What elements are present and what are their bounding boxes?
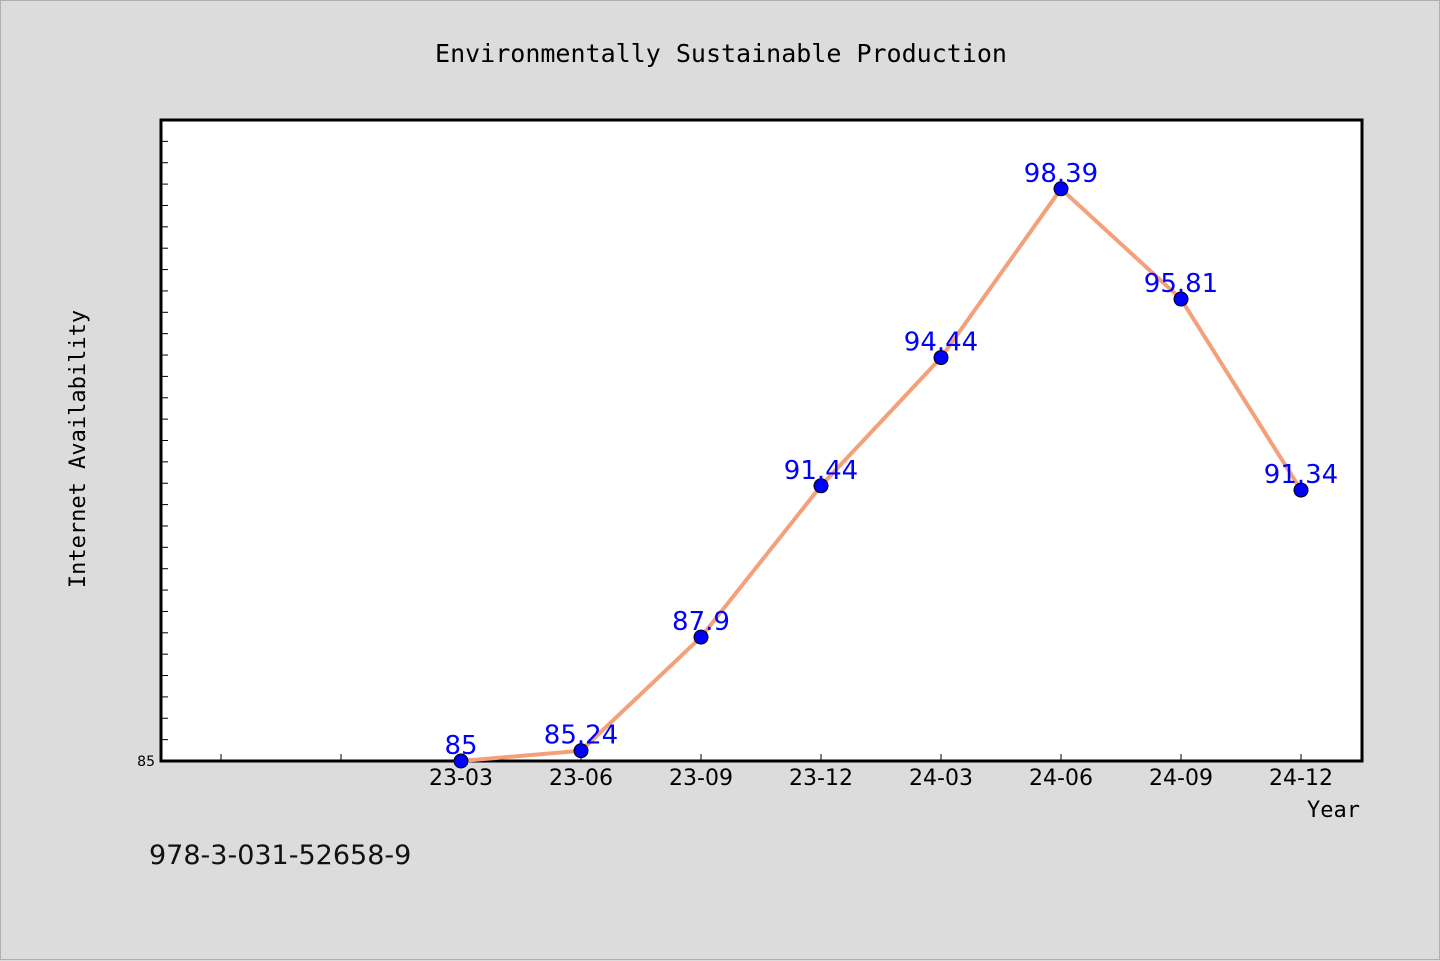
data-point — [573, 743, 589, 759]
data-point — [693, 629, 709, 645]
data-label: 98.39 — [1024, 159, 1098, 189]
x-tick-label: 23-06 — [549, 766, 613, 791]
x-tick-label: 23-12 — [789, 766, 853, 791]
x-tick-label: 24-09 — [1149, 766, 1213, 791]
data-point — [813, 478, 829, 494]
data-point — [1293, 482, 1309, 498]
data-label-group: 85 85.24 87.9 91.44 94.44 98.39 95.81 91.34 — [444, 159, 1338, 761]
data-label: 95.81 — [1144, 269, 1218, 299]
data-point — [1173, 291, 1189, 307]
data-label: 85 — [444, 731, 477, 761]
series-line — [460, 186, 1303, 763]
data-label: 91.44 — [784, 456, 858, 486]
marker-group — [453, 181, 1309, 769]
data-label: 85.24 — [544, 721, 618, 751]
data-point — [933, 350, 949, 366]
x-tick-label: 24-03 — [909, 766, 973, 791]
y-axis-title: Internet Availability — [66, 310, 91, 588]
y-tick-label: 85 — [137, 754, 155, 770]
chart-title: Environmentally Sustainable Production — [435, 39, 1007, 68]
x-axis-title: Year — [1307, 798, 1360, 823]
x-axis-ticks: 23-03 23-06 23-09 23-12 24-03 24-06 24-09 24-12 — [220, 754, 1333, 791]
x-tick-label: 23-03 — [429, 766, 493, 791]
x-tick-label: 24-06 — [1029, 766, 1093, 791]
data-label: 94.44 — [904, 328, 978, 358]
data-point — [453, 753, 469, 769]
x-tick-label: 24-12 — [1269, 766, 1333, 791]
data-point — [1053, 181, 1069, 197]
plot-area — [159, 118, 1364, 763]
data-label: 91.34 — [1264, 460, 1338, 490]
data-label: 87.9 — [672, 607, 730, 637]
x-tick-label: 23-09 — [669, 766, 733, 791]
series-line-group — [460, 186, 1303, 763]
y-axis-ticks: 85 — [137, 140, 168, 770]
footer-isbn: 978-3-031-52658-9 — [149, 840, 411, 871]
